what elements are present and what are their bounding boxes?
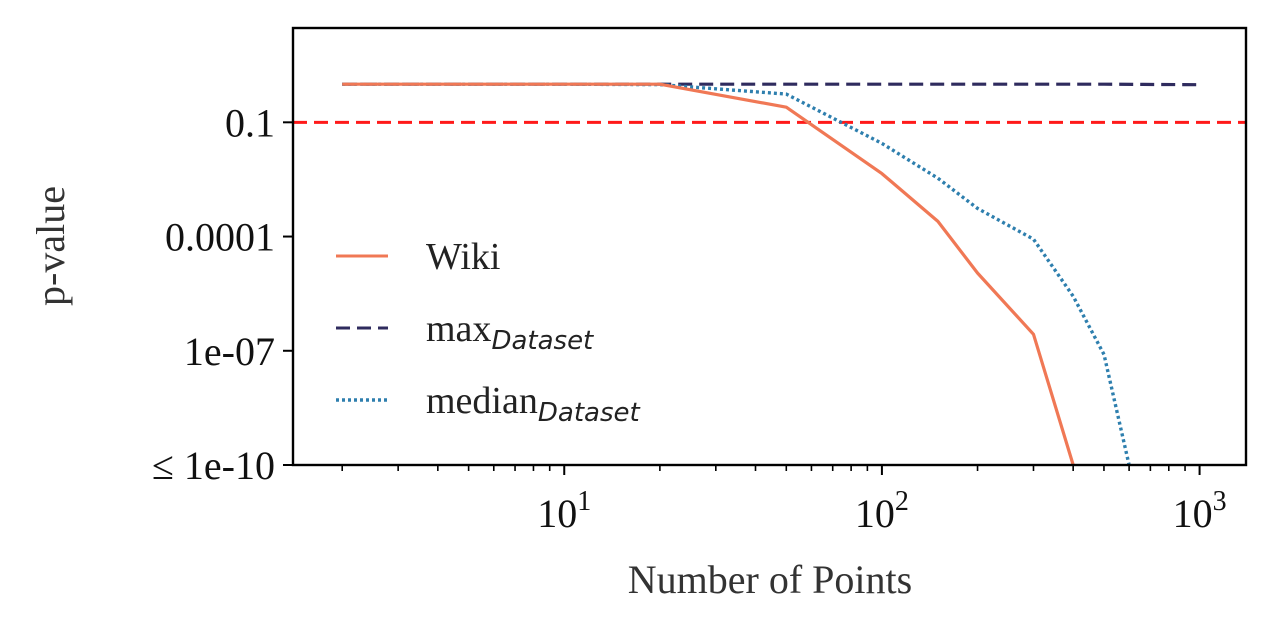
y-tick-label: 0.1: [225, 100, 275, 145]
legend-label: medianDataset: [426, 380, 640, 428]
y-tick-label: 0.0001: [165, 215, 275, 260]
y-axis-label: p-value: [28, 186, 73, 306]
x-tick-label: 103: [1173, 486, 1227, 536]
x-axis-label: Number of Points: [628, 557, 912, 602]
y-tick-label: ≤ 1e-10: [152, 443, 275, 488]
plot-lines: [293, 82, 1246, 466]
legend-label: Wiki: [426, 236, 500, 278]
series-line-wiki: [342, 82, 1075, 466]
legend: Wiki maxDataset medianDataset: [336, 236, 640, 428]
x-tick-label: 102: [855, 486, 909, 536]
axis-labels: Number of Points p-value: [28, 186, 912, 602]
plot-frame: [291, 26, 1248, 467]
y-tick-label: 1e-07: [184, 329, 275, 374]
axis-ticks: 101 102 103 0.1 0.0001 1e-07 ≤ 1e-10: [152, 100, 1227, 536]
legend-label: maxDataset: [426, 308, 594, 356]
x-tick-label: 101: [537, 486, 591, 536]
